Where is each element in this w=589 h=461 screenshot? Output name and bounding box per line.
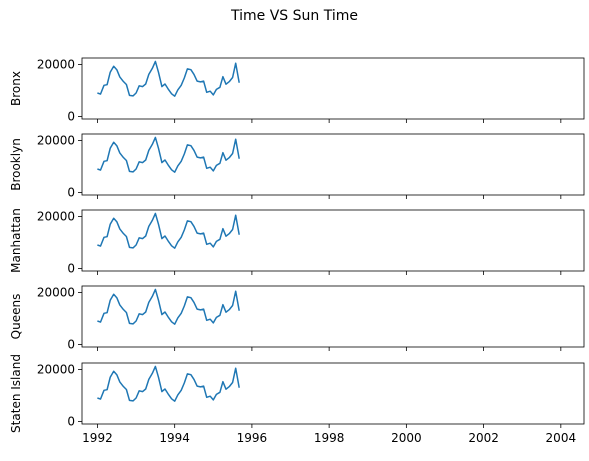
y-tick-label: 0	[67, 261, 75, 275]
subplot-frame	[81, 57, 585, 120]
x-tick-label: 2004	[546, 431, 577, 445]
series-line	[97, 288, 240, 325]
subplot-frame	[81, 209, 585, 272]
series-line	[97, 365, 240, 402]
subplot-frame	[81, 362, 585, 425]
y-tick-label: 0	[67, 337, 75, 351]
x-tick-label: 1998	[314, 431, 345, 445]
y-tick-label: 0	[67, 109, 75, 123]
y-tick-label: 20000	[37, 57, 75, 71]
y-tick-label: 20000	[37, 133, 75, 147]
y-tick-label: 0	[67, 185, 75, 199]
y-axis-label: Staten Island	[9, 354, 23, 433]
y-tick-label: 20000	[37, 285, 75, 299]
y-tick-label: 20000	[37, 209, 75, 223]
subplot-frame	[81, 285, 585, 348]
y-tick-label: 0	[67, 414, 75, 428]
series-line	[97, 212, 240, 249]
y-axis-label: Manhattan	[9, 208, 23, 273]
y-axis-label: Queens	[9, 294, 23, 340]
subplot-frame	[81, 133, 585, 196]
figure-title: Time VS Sun Time	[231, 8, 358, 24]
y-tick-label: 20000	[37, 362, 75, 376]
x-tick-label: 1992	[82, 431, 113, 445]
y-axis-label: Brooklyn	[9, 138, 23, 191]
y-axis-label: Bronx	[9, 71, 23, 106]
x-tick-label: 1996	[237, 431, 268, 445]
x-tick-label: 1994	[159, 431, 190, 445]
x-tick-label: 2000	[391, 431, 422, 445]
x-tick-label: 2002	[468, 431, 499, 445]
series-line	[97, 136, 240, 173]
series-line	[97, 60, 240, 97]
